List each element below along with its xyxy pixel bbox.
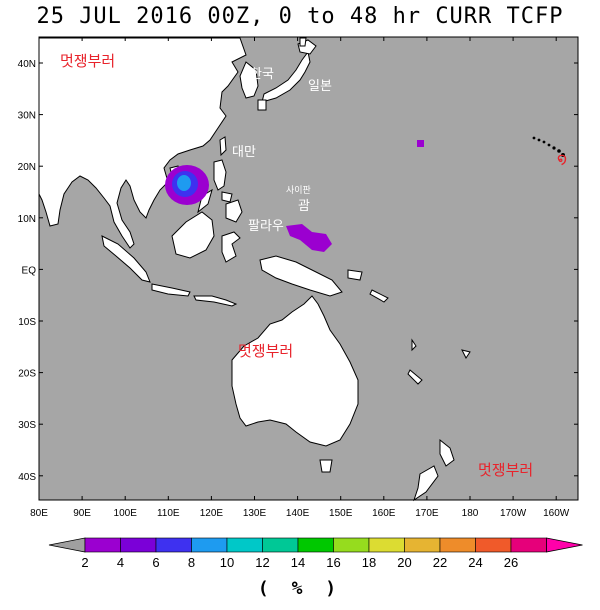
colorbar-tick-label: 12 xyxy=(255,555,269,570)
label-taiwan: 대만 xyxy=(232,145,256,160)
vanuatu xyxy=(411,338,417,352)
solomon-islands xyxy=(369,289,389,303)
label-palau: 팔라우 xyxy=(248,219,284,234)
colorbar-tick-label: 18 xyxy=(362,555,376,570)
central-pacific-prob-area xyxy=(417,140,424,147)
colorbar xyxy=(48,537,583,553)
sakhalin xyxy=(299,37,307,47)
colorbar-tick-label: 6 xyxy=(152,555,159,570)
asia-mainland xyxy=(38,37,247,249)
lon-label: 110E xyxy=(157,508,180,519)
typhoon-symbol-icon: ໑ xyxy=(557,149,567,168)
fiji xyxy=(461,349,471,359)
lat-label: 40S xyxy=(18,472,36,483)
tasmania xyxy=(319,459,333,473)
colorbar-segment xyxy=(333,537,370,553)
new-caledonia xyxy=(407,369,423,385)
colorbar-segment xyxy=(226,537,263,553)
label-japan: 일본 xyxy=(308,79,332,94)
colorbar-tick-label: 22 xyxy=(433,555,447,570)
java xyxy=(151,283,191,297)
watermark-top-left: 멋쟁부러 xyxy=(60,52,115,70)
colorbar-segment xyxy=(155,537,192,553)
south-china-sea-prob-core xyxy=(177,175,191,191)
colorbar-tick-label: 24 xyxy=(468,555,482,570)
colorbar-segment xyxy=(475,537,512,553)
borneo xyxy=(171,211,215,259)
lat-label: 20N xyxy=(18,162,36,173)
lat-label: 10N xyxy=(18,214,36,225)
lat-label: 30S xyxy=(18,420,36,431)
lon-label: 130E xyxy=(243,508,267,519)
luzon xyxy=(213,159,227,191)
lon-label: 170E xyxy=(415,508,439,519)
lon-label: 160W xyxy=(543,508,570,519)
palau-prob-area xyxy=(286,224,332,252)
new-zealand-south xyxy=(413,465,439,502)
lon-label: 80E xyxy=(30,508,48,519)
taiwan xyxy=(219,136,227,157)
bismarck-islands xyxy=(347,269,363,281)
colorbar-segment xyxy=(120,537,157,553)
lat-label: EQ xyxy=(22,265,37,276)
tcfp-probability-areas xyxy=(165,140,424,252)
lon-label: 90E xyxy=(73,508,91,519)
colorbar-segment xyxy=(404,537,441,553)
palawan xyxy=(197,188,213,214)
label-saipan: 사이판 xyxy=(286,185,311,196)
new-guinea xyxy=(259,255,343,297)
label-korea: 한국 xyxy=(250,67,274,82)
lon-label: 180 xyxy=(462,508,479,519)
colorbar-tick-label: 26 xyxy=(504,555,518,570)
japan-kyushu xyxy=(257,99,267,111)
map-title: 25 JUL 2016 00Z, 0 to 48 hr CURR TCFP xyxy=(36,4,564,29)
colorbar-segment xyxy=(510,537,547,553)
lat-label: 10S xyxy=(18,317,36,328)
colorbar-tick-label: 10 xyxy=(220,555,234,570)
hawaii-chain xyxy=(532,136,565,157)
lon-label: 140E xyxy=(286,508,310,519)
watermark-bottom-right: 멋쟁부러 xyxy=(478,461,533,479)
sumatra xyxy=(101,235,151,283)
colorbar-tick-label: 8 xyxy=(188,555,195,570)
colorbar-under xyxy=(48,537,86,553)
mindanao xyxy=(225,199,243,223)
colorbar-segment xyxy=(368,537,405,553)
lat-label: 30N xyxy=(18,111,36,122)
colorbar-segment xyxy=(297,537,334,553)
colorbar-tick-label: 14 xyxy=(291,555,305,570)
lon-label: 100E xyxy=(114,508,138,519)
landmasses xyxy=(38,37,471,502)
colorbar-segment xyxy=(191,537,228,553)
lat-label: 20S xyxy=(18,369,36,380)
watermark-center: 멋쟁부러 xyxy=(238,342,293,360)
lat-label: 40N xyxy=(18,59,36,70)
lon-label: 170W xyxy=(500,508,527,519)
colorbar-tick-label: 16 xyxy=(326,555,340,570)
colorbar-tick-label: 20 xyxy=(397,555,411,570)
colorbar-tick-label: 4 xyxy=(117,555,124,570)
new-zealand-north xyxy=(439,438,455,467)
visayas xyxy=(221,191,233,203)
australia xyxy=(231,295,359,447)
colorbar-tick-label: 2 xyxy=(81,555,88,570)
korea-peninsula xyxy=(239,61,259,99)
colorbar-segment xyxy=(262,537,299,553)
colorbar-segment xyxy=(84,537,121,553)
colorbar-over xyxy=(546,537,583,553)
colorbar-segment xyxy=(439,537,476,553)
label-guam: 괌 xyxy=(298,199,310,214)
lon-label: 160E xyxy=(372,508,396,519)
unit-label: ( % ) xyxy=(257,578,343,599)
sulawesi xyxy=(221,231,241,263)
lon-label: 150E xyxy=(329,508,353,519)
lesser-sunda xyxy=(193,295,238,307)
lon-label: 120E xyxy=(200,508,224,519)
